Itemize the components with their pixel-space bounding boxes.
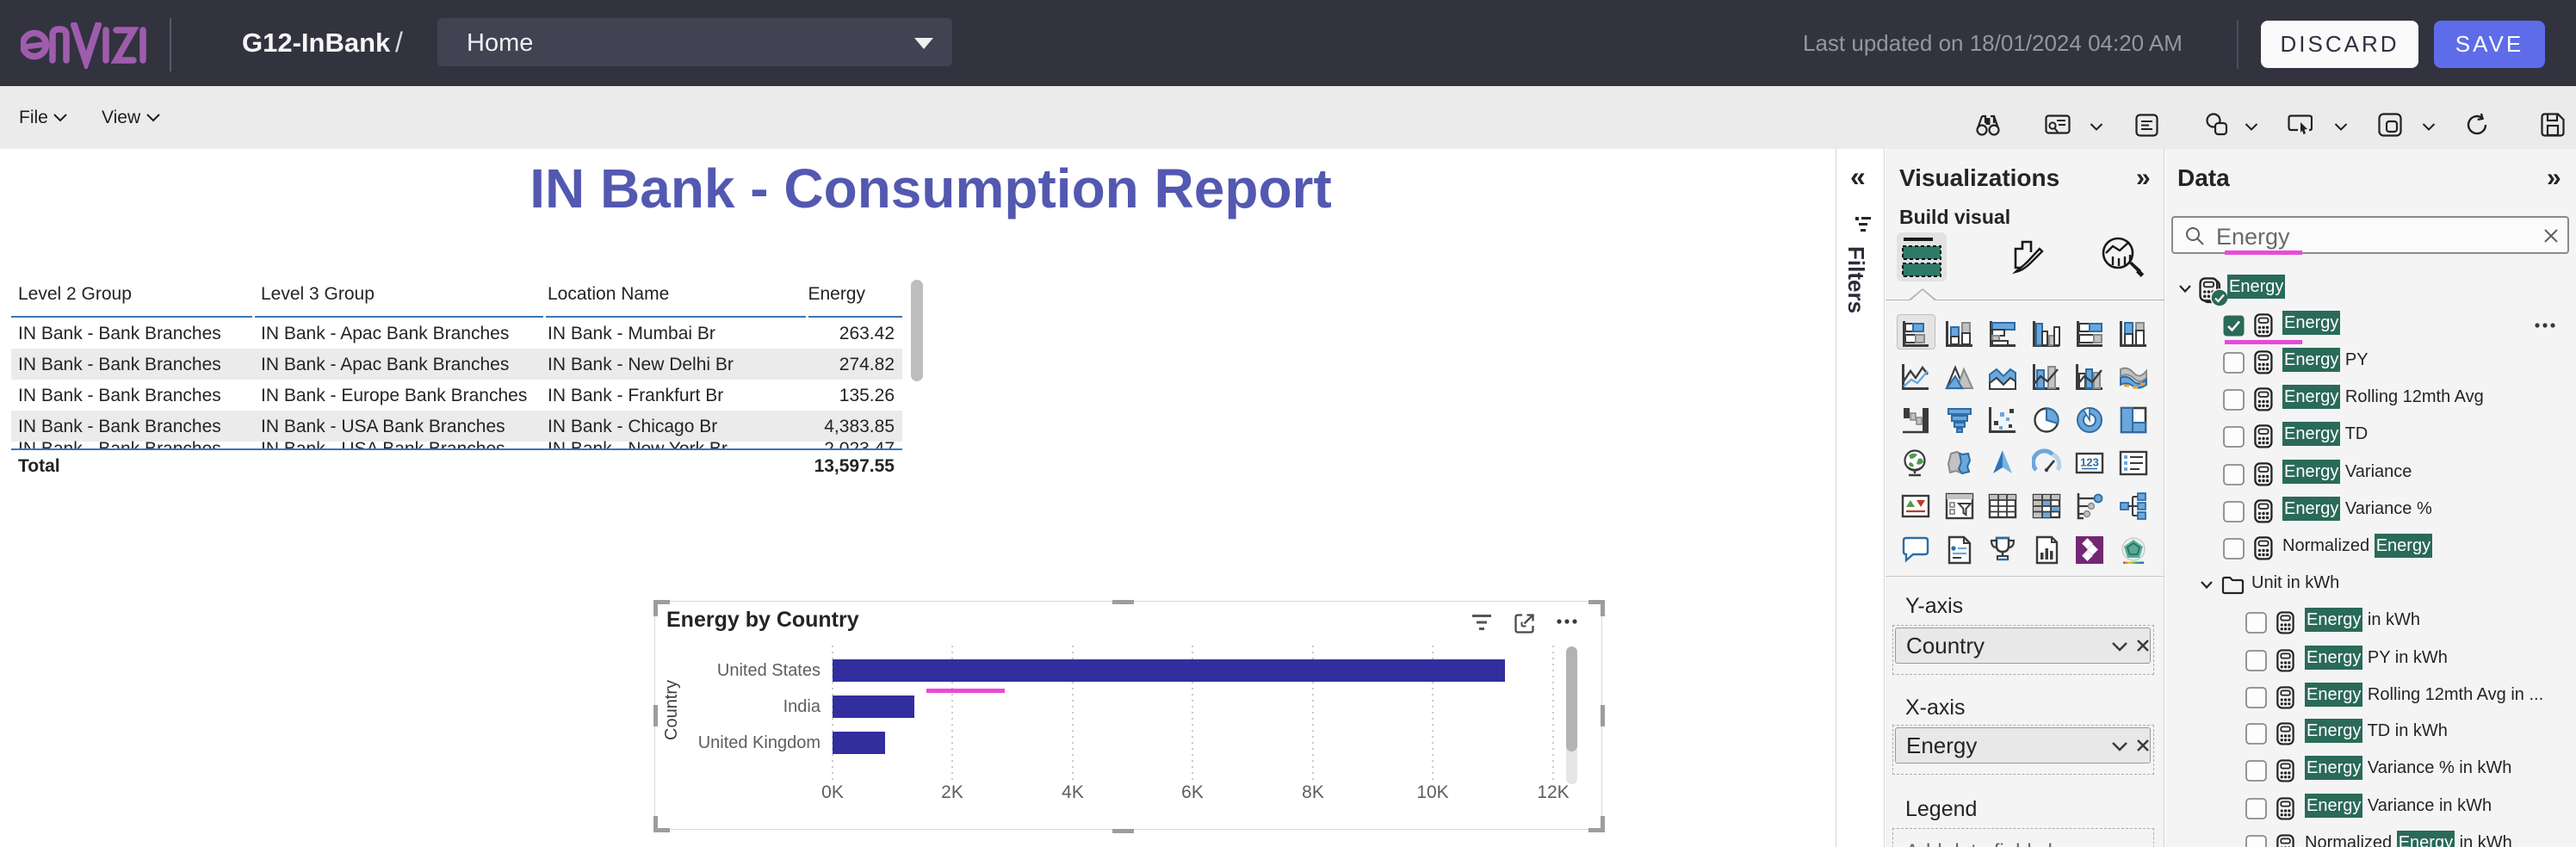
svg-text:123: 123 <box>2080 456 2099 469</box>
